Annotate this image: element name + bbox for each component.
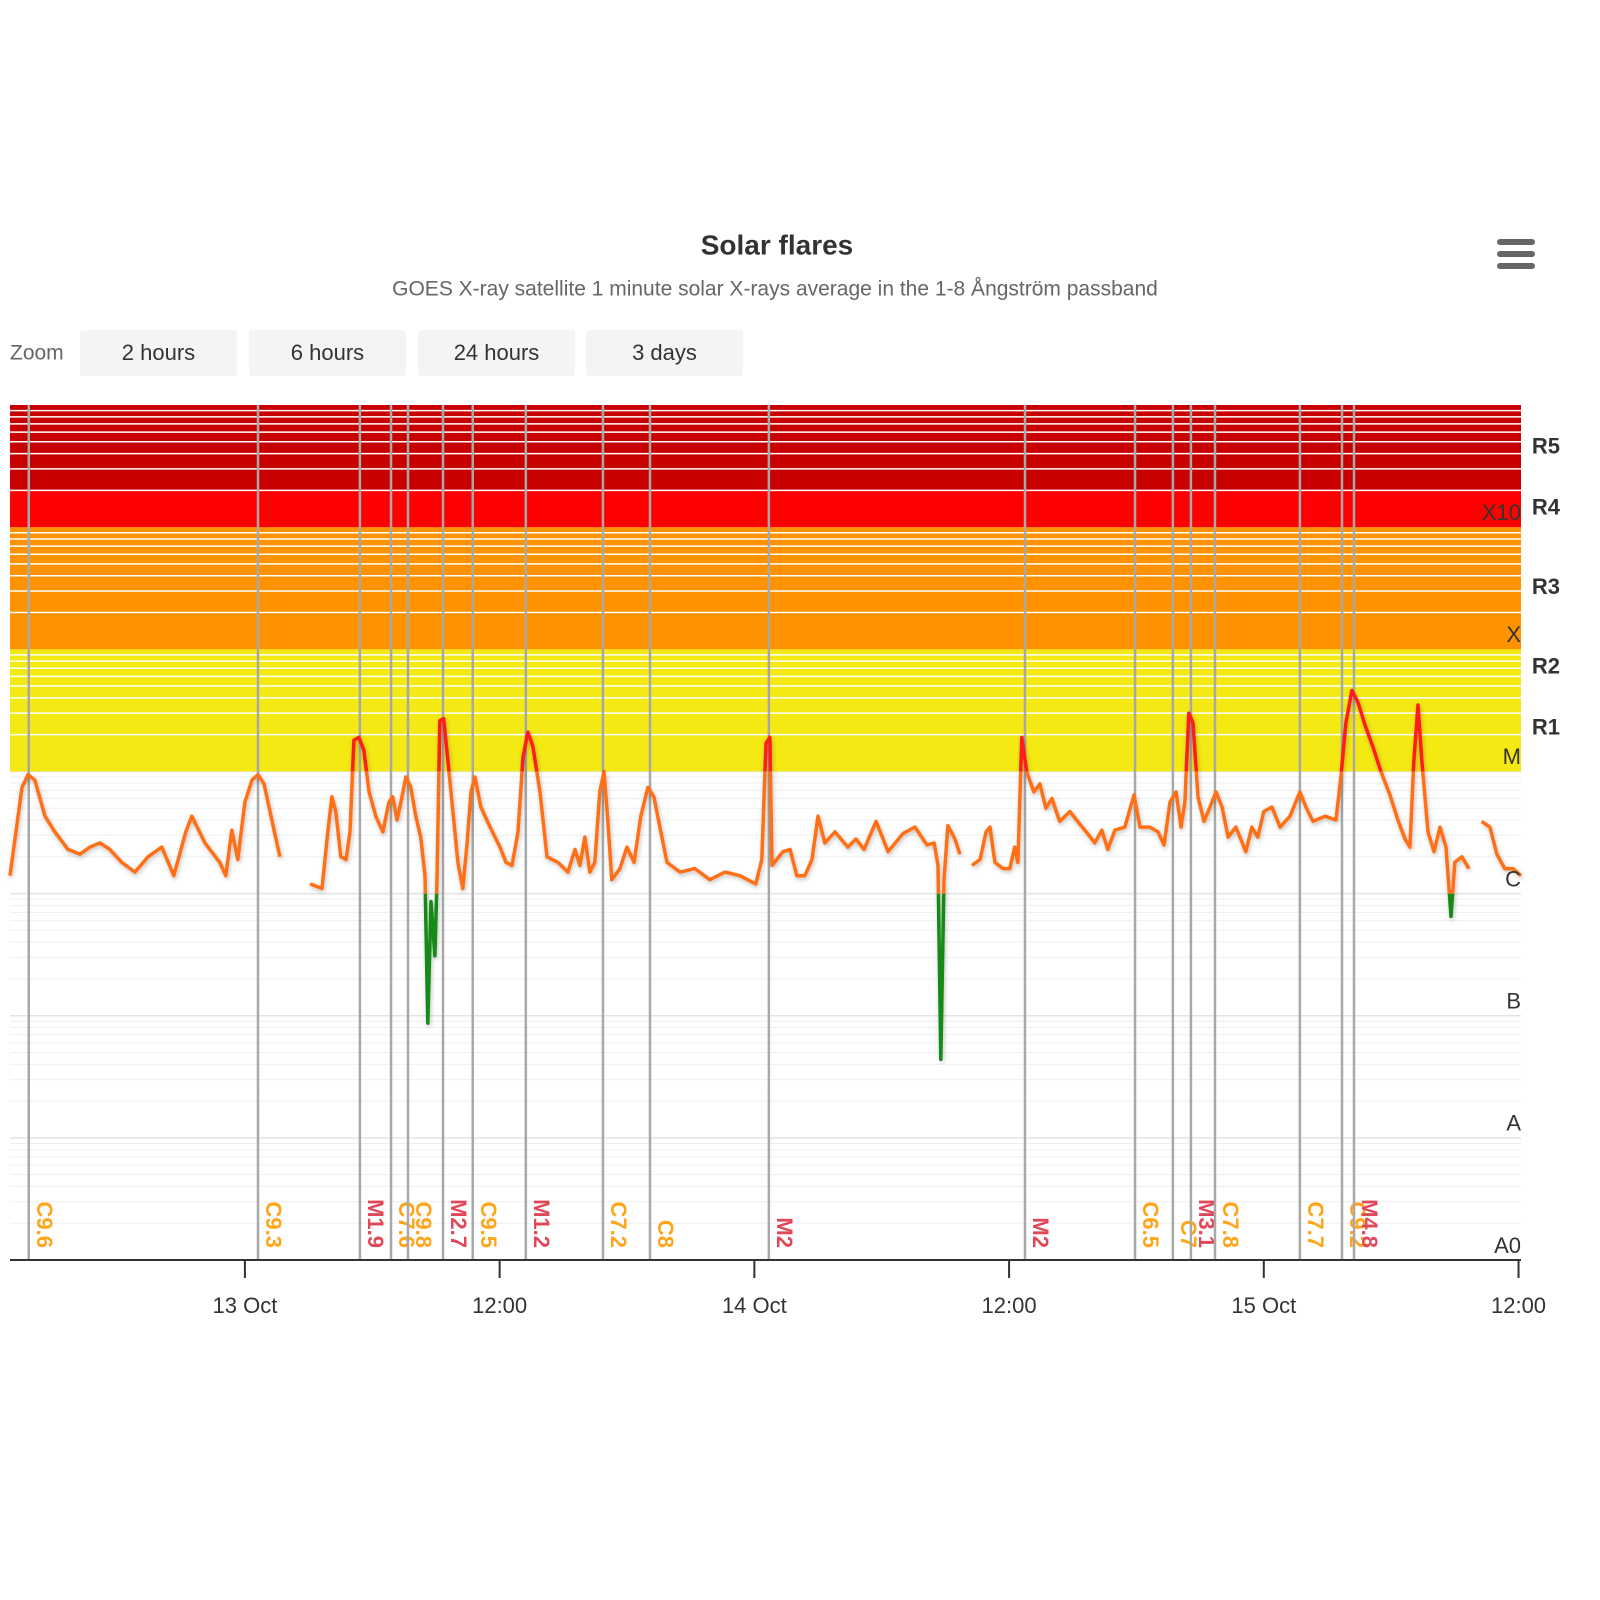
band-label: R2: [1532, 653, 1560, 678]
flare-label: C9.3: [261, 1202, 286, 1248]
zoom-buttons: 2 hours 6 hours 24 hours 3 days: [80, 330, 743, 376]
chart-title: Solar flares: [701, 229, 854, 260]
x-tick-label: 12:00: [982, 1293, 1037, 1318]
x-tick-label: 15 Oct: [1231, 1293, 1296, 1318]
y-tick-label: B: [1506, 989, 1521, 1014]
plot-band: [10, 405, 1521, 491]
band-label: R4: [1532, 495, 1561, 520]
menu-bar: [1497, 239, 1535, 245]
zoom-button-label: 24 hours: [454, 340, 540, 365]
plot-band: [10, 527, 1521, 650]
flare-label: C8: [653, 1220, 678, 1248]
y-tick-label: M: [1503, 744, 1521, 769]
y-tick-label: X10: [1482, 500, 1521, 525]
flare-label: M2.7: [446, 1199, 471, 1248]
axes: A0 A B C M X X10 R1 R2 R3 R4 R5 13 Oct 12:00 14 Oct 12:…: [10, 433, 1561, 1318]
flare-label: C7.6: [394, 1202, 419, 1248]
y-tick-label: A: [1506, 1111, 1521, 1136]
flare-label: C7.2: [606, 1202, 631, 1248]
flare-label: C7: [1176, 1220, 1201, 1248]
band-label: R3: [1532, 574, 1560, 599]
flare-label: M1.2: [529, 1199, 554, 1248]
x-tick-label: 12:00: [1491, 1293, 1546, 1318]
flare-label: C9.5: [476, 1202, 501, 1248]
zoom-button-bg: [249, 330, 406, 376]
series-line: [8, 771, 1523, 894]
zoom-button-bg: [418, 330, 575, 376]
zoom-button[interactable]: 24 hours: [418, 330, 575, 376]
x-tick-label: 13 Oct: [213, 1293, 278, 1318]
band-label: R5: [1532, 433, 1560, 458]
series: [8, 688, 1523, 1062]
flare-label: M1.9: [363, 1199, 388, 1248]
flare-label: C9.6: [32, 1202, 57, 1248]
zoom-button-label: 3 days: [632, 340, 697, 365]
band-label: R1: [1532, 715, 1560, 740]
flare-label: C7.8: [1218, 1202, 1243, 1248]
y-tick-label: X: [1506, 622, 1521, 647]
flare-label: C6.5: [1138, 1202, 1163, 1248]
zoom-button-label: 6 hours: [291, 340, 364, 365]
zoom-button-bg: [586, 330, 743, 376]
flare-label: C7.7: [1303, 1202, 1328, 1248]
menu-button[interactable]: [1497, 239, 1535, 269]
plot-band: [10, 490, 1521, 528]
chart-subtitle: GOES X-ray satellite 1 minute solar X-ra…: [392, 278, 1158, 301]
zoom-label: Zoom: [10, 342, 64, 365]
zoom-button[interactable]: 2 hours: [80, 330, 237, 376]
y-tick-label: A0: [1494, 1233, 1521, 1258]
flare-label: M4.8: [1357, 1199, 1382, 1248]
menu-bar: [1497, 263, 1535, 269]
flare-markers: C9.6 C9.3 M1.9 C7.6C9.8 M2.7 C9.5 M1.2 C7.2 C8 M2…: [27, 405, 1382, 1260]
bands: [10, 405, 1521, 772]
flare-label: C9.8: [411, 1202, 436, 1248]
menu-bar: [1497, 251, 1535, 257]
x-tick-label: 14 Oct: [722, 1293, 787, 1318]
zoom-button[interactable]: 3 days: [586, 330, 743, 376]
y-tick-label: C: [1505, 866, 1521, 891]
zoom-button-label: 2 hours: [122, 340, 195, 365]
flare-label: M2: [772, 1217, 797, 1248]
flare-label: C9.2: [1345, 1202, 1370, 1248]
zoom-button[interactable]: 6 hours: [249, 330, 406, 376]
flare-label: M2: [1028, 1217, 1053, 1248]
x-tick-label: 12:00: [472, 1293, 527, 1318]
minor-grid: [10, 409, 1521, 1224]
zoom-button-bg: [80, 330, 237, 376]
